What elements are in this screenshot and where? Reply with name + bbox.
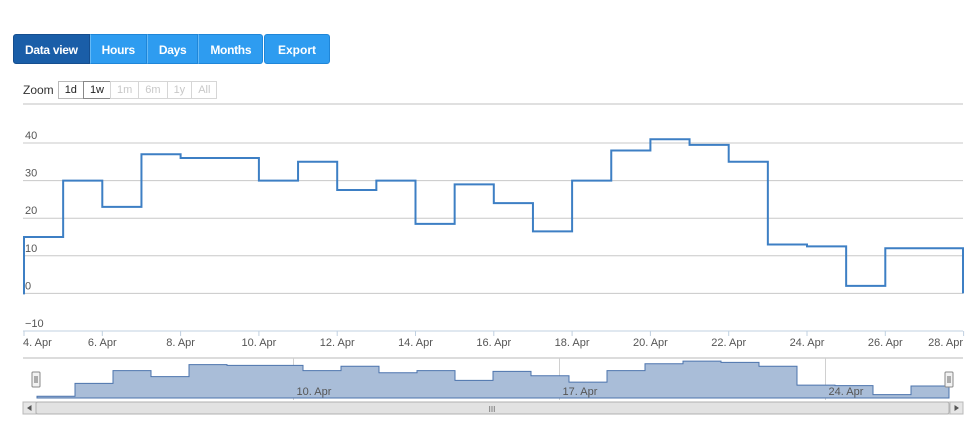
x-tick-label: 26. Apr [868, 337, 903, 349]
x-tick-label: 12. Apr [320, 337, 355, 349]
zoom-1w-button[interactable]: 1w [82, 81, 111, 99]
scrollbar-grip: III [489, 405, 496, 414]
zoom-6m-button: 6m [138, 81, 168, 99]
navigator-x-label: 24. Apr [829, 386, 864, 398]
x-tick-label: 20. Apr [633, 337, 668, 349]
navigator-left-handle[interactable] [31, 371, 41, 388]
zoom-all-button: All [191, 81, 218, 99]
x-tick-label: 18. Apr [555, 337, 590, 349]
x-axis-labels: 4. Apr 6. Apr 8. Apr 10. Apr 12. Apr 14. Apr 1… [23, 331, 965, 349]
y-tick-label: 0 [25, 280, 31, 292]
navigator-right-handle[interactable] [944, 371, 954, 388]
tab-months[interactable]: Months [198, 34, 264, 64]
navigator-x-label: 10. Apr [297, 386, 332, 398]
grid-lines [23, 142, 963, 294]
tab-data-view[interactable]: Data view [13, 34, 90, 64]
series-line [23, 138, 964, 295]
zoom-1d-button[interactable]: 1d [57, 81, 84, 99]
x-tick-label: 8. Apr [166, 337, 195, 349]
right-arrow-icon [954, 405, 959, 411]
tab-days[interactable]: Days [146, 34, 199, 64]
scrollbar-thumb[interactable] [35, 401, 950, 415]
y-tick-label: 10 [25, 243, 37, 255]
x-tick-label: 14. Apr [398, 337, 433, 349]
navigator-area [36, 360, 950, 399]
y-tick-label: −10 [25, 318, 44, 330]
scrollbar[interactable]: III [22, 401, 964, 415]
navigator-x-labels: 10. Apr 17. Apr 24. Apr [297, 386, 864, 398]
zoom-1m-button: 1m [110, 81, 140, 99]
y-tick-label: 20 [25, 205, 37, 217]
x-tick-label: 22. Apr [711, 337, 746, 349]
x-tick-label: 24. Apr [790, 337, 825, 349]
x-tick-label: 10. Apr [241, 337, 276, 349]
y-tick-label: 30 [25, 168, 37, 180]
x-tick-label: 16. Apr [476, 337, 511, 349]
x-tick-label: 4. Apr [23, 337, 52, 349]
left-arrow-icon [27, 405, 32, 411]
navigator[interactable]: 10. Apr 17. Apr 24. Apr [23, 357, 963, 400]
zoom-label: Zoom [23, 83, 54, 97]
tab-hours[interactable]: Hours [89, 34, 147, 64]
navigator-x-label: 17. Apr [563, 386, 598, 398]
x-tick-label: 28. Apr [928, 337, 963, 349]
y-tick-label: 40 [25, 130, 37, 142]
x-tick-label: 6. Apr [88, 337, 117, 349]
y-axis-labels: −10 0 10 20 30 40 [25, 130, 44, 330]
export-button[interactable]: Export [264, 34, 331, 64]
zoom-selector: Zoom 1d 1w 1m 6m 1y All [23, 81, 218, 99]
view-tab-group: Data view Hours Days Months [13, 34, 264, 64]
